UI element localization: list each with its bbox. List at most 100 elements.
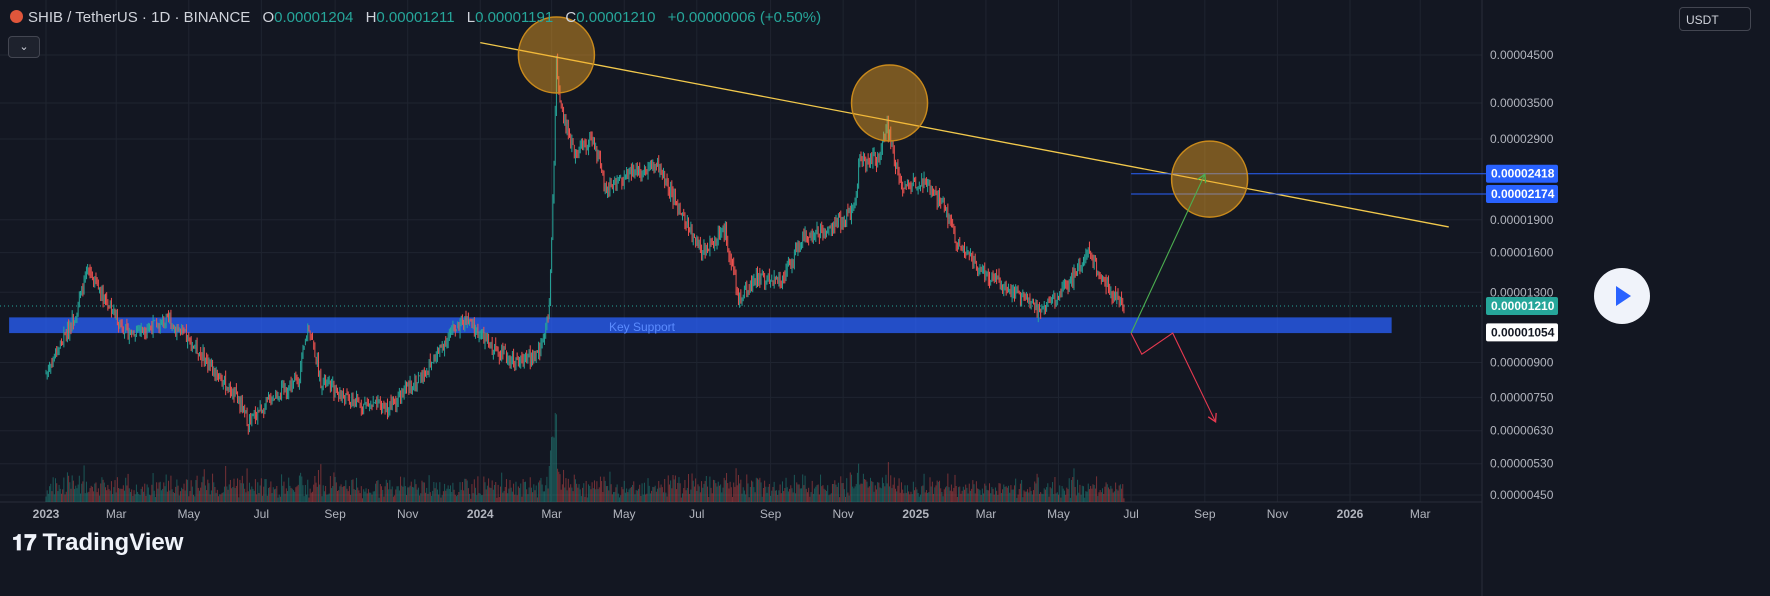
- volume-bar: [492, 489, 494, 502]
- volume-bar: [755, 477, 757, 502]
- volume-bar: [1025, 491, 1027, 502]
- volume-bar: [1042, 494, 1044, 502]
- volume-bar: [513, 483, 515, 502]
- volume-bar: [1109, 489, 1111, 502]
- volume-bar: [640, 495, 642, 502]
- volume-bar: [690, 489, 692, 502]
- volume-bar: [143, 491, 145, 502]
- volume-bar: [840, 476, 842, 502]
- volume-bar: [929, 477, 931, 502]
- volume-bar: [885, 474, 887, 502]
- volume-bar: [539, 480, 541, 502]
- volume-bar: [593, 480, 595, 502]
- volume-bar: [389, 480, 391, 502]
- volume-bar: [529, 477, 531, 502]
- volume-bar: [710, 487, 712, 502]
- volume-bar: [491, 480, 493, 502]
- volume-bar: [915, 487, 917, 502]
- volume-bar: [170, 475, 172, 502]
- volume-bar: [693, 486, 695, 502]
- volume-bar: [433, 481, 435, 502]
- volume-bar: [552, 436, 554, 502]
- volume-bar: [264, 479, 266, 502]
- volume-bar: [317, 469, 319, 502]
- volume-bar: [618, 497, 620, 502]
- volume-bar: [87, 492, 89, 502]
- high-label: H: [365, 9, 377, 26]
- volume-bar: [182, 489, 184, 502]
- volume-bar: [665, 492, 667, 502]
- volume-bar: [432, 490, 434, 502]
- volume-bar: [472, 493, 474, 502]
- currency-button[interactable]: USDT: [1679, 7, 1751, 31]
- volume-bar: [580, 496, 582, 502]
- volume-bar: [1110, 485, 1112, 502]
- volume-bar: [201, 482, 203, 502]
- volume-bar: [814, 488, 816, 502]
- volume-bar: [555, 414, 557, 502]
- volume-bar: [342, 486, 344, 502]
- collapse-legend-button[interactable]: ⌄: [8, 36, 40, 58]
- play-replay-button[interactable]: [1594, 268, 1650, 324]
- volume-bar: [642, 494, 644, 502]
- volume-bar: [613, 492, 615, 502]
- volume-bar: [560, 489, 562, 502]
- volume-bar: [392, 496, 394, 502]
- volume-bar: [724, 480, 726, 502]
- volume-bar: [570, 484, 572, 502]
- volume-bar: [599, 476, 601, 502]
- volume-bar: [576, 483, 578, 502]
- volume-bar: [771, 490, 773, 502]
- volume-bar: [843, 489, 845, 502]
- volume-bar: [477, 476, 479, 502]
- volume-bar: [340, 484, 342, 502]
- volume-bar: [1022, 497, 1024, 502]
- volume-bar: [124, 490, 126, 502]
- volume-bar: [1106, 484, 1108, 502]
- volume-bar: [322, 485, 324, 502]
- volume-bar: [786, 487, 788, 502]
- volume-bar: [895, 488, 897, 502]
- volume-bar: [573, 474, 575, 502]
- volume-bar: [1082, 486, 1084, 502]
- volume-bar: [253, 490, 255, 502]
- price-label-box: [1486, 185, 1558, 204]
- volume-bar: [469, 493, 471, 502]
- volume-bar: [823, 488, 825, 502]
- volume-bar: [279, 496, 281, 502]
- volume-bar: [736, 485, 738, 502]
- volume-bar: [296, 486, 298, 502]
- volume-bar: [470, 498, 472, 502]
- volume-bar: [1074, 486, 1076, 502]
- volume-bar: [181, 487, 183, 502]
- volume-bar: [817, 484, 819, 502]
- volume-bar: [818, 494, 820, 502]
- volume-bar: [822, 485, 824, 502]
- volume-bar: [758, 479, 760, 502]
- volume-bar: [1105, 482, 1107, 502]
- volume-bar: [559, 474, 561, 502]
- volume-bar: [101, 477, 103, 502]
- volume-bar: [742, 487, 744, 502]
- volume-bar: [239, 479, 241, 502]
- volume-bar: [1036, 473, 1038, 502]
- volume-bar: [527, 494, 529, 502]
- volume-bar: [986, 489, 988, 502]
- price-label: 0.00002174: [1491, 187, 1555, 201]
- volume-bar: [415, 484, 417, 502]
- volume-bar: [388, 489, 390, 502]
- volume-bar: [97, 488, 99, 502]
- volume-bar: [1118, 485, 1120, 502]
- volume-bar: [247, 491, 249, 502]
- volume-bar: [824, 489, 826, 502]
- volume-bar: [498, 497, 500, 502]
- volume-bar: [891, 488, 893, 502]
- volume-bar: [703, 483, 705, 502]
- volume-bar: [168, 480, 170, 502]
- volume-bar: [243, 483, 245, 502]
- volume-bar: [71, 475, 73, 502]
- volume-bar: [900, 482, 902, 502]
- volume-bar: [434, 488, 436, 502]
- volume-bar: [421, 480, 423, 502]
